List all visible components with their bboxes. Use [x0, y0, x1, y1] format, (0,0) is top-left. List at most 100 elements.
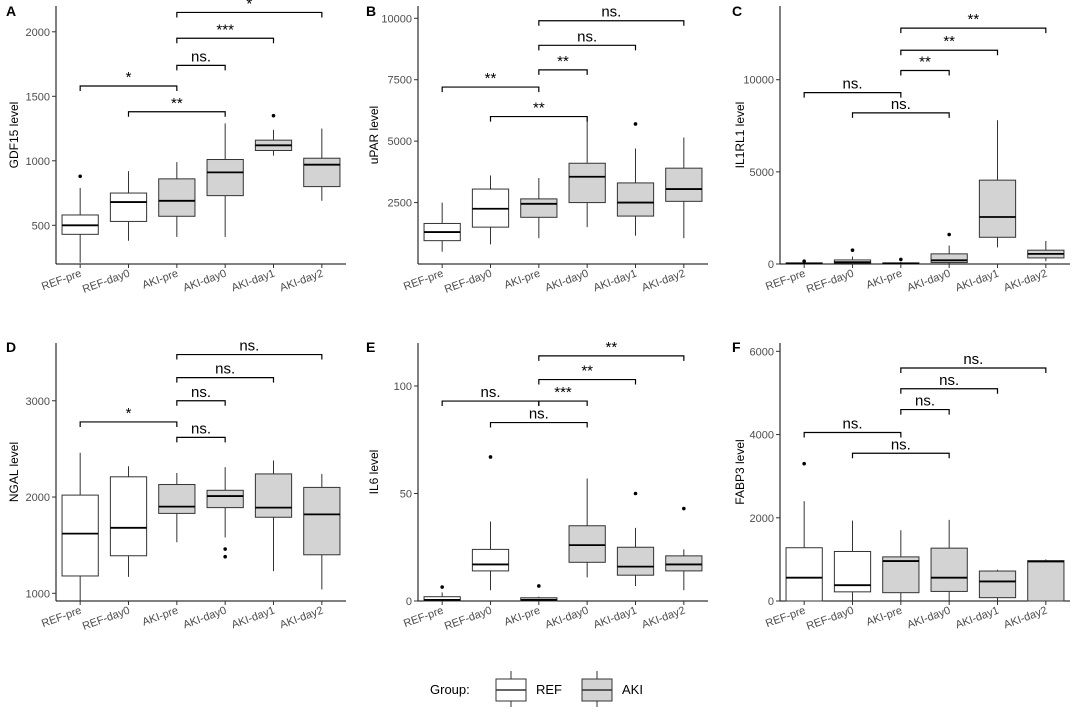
significance-bracket: *	[176, 0, 323, 18]
outlier-point	[947, 232, 951, 237]
y-tick-label: 6000	[750, 346, 774, 358]
x-tick-label: AKI-day0	[182, 268, 229, 295]
box-aki-pre	[520, 584, 558, 602]
y-axis-title: GDF15 level	[7, 102, 21, 169]
bracket-line	[538, 355, 685, 361]
x-tick-label: AKI-day2	[1002, 605, 1049, 632]
box-ref-day0	[833, 520, 872, 601]
significance-bracket: ns.	[441, 384, 540, 407]
iqr-box	[568, 525, 606, 563]
y-tick-label: 4000	[750, 430, 774, 442]
y-tick-label: 500	[32, 220, 50, 232]
box-aki-day0	[568, 478, 606, 578]
box-aki-day0	[206, 467, 244, 559]
box-ref-day0	[833, 248, 872, 264]
x-tick-label: AKI-pre	[141, 268, 180, 292]
iqr-box	[109, 476, 148, 557]
outlier-point	[682, 506, 686, 511]
x-tick-label: AKI-day0	[182, 605, 229, 632]
box-ref-pre	[785, 259, 823, 265]
significance-bracket: ***	[176, 21, 275, 44]
box-aki-day2	[1027, 559, 1065, 602]
y-axis-title: IL6 level	[367, 450, 381, 495]
x-tick-label: REF-day0	[805, 605, 856, 633]
significance-label: ***	[554, 384, 572, 401]
panel-label: B	[366, 3, 376, 19]
significance-label: **	[557, 53, 569, 70]
bracket-line	[176, 11, 323, 18]
box-ref-pre	[785, 461, 823, 602]
y-tick-label: 0	[768, 259, 774, 271]
significance-bracket: **	[900, 33, 999, 56]
iqr-box	[471, 548, 510, 572]
y-tick-label: 5000	[388, 136, 412, 148]
x-tick-label: REF-day0	[805, 268, 856, 296]
significance-bracket: ns.	[176, 384, 226, 406]
significance-bracket: **	[441, 70, 540, 93]
iqr-box	[520, 198, 558, 218]
x-tick-label: AKI-day1	[954, 605, 1001, 632]
x-tick-label: REF-pre	[764, 605, 807, 630]
y-axis-title: FABP3 level	[733, 439, 747, 504]
x-tick-label: REF-day0	[81, 605, 132, 633]
bracket-line	[489, 115, 588, 122]
iqr-box	[254, 473, 293, 518]
iqr-box	[109, 192, 148, 222]
significance-bracket: *	[79, 405, 178, 427]
significance-label: *	[246, 0, 252, 12]
iqr-box	[1027, 560, 1065, 602]
outlier-point	[633, 491, 638, 496]
y-axis-title: uPAR level	[367, 106, 381, 164]
x-tick-label: REF-day0	[81, 268, 132, 296]
y-tick-label: 5000	[750, 167, 774, 179]
bracket-line	[176, 353, 323, 360]
bracket-line	[538, 400, 588, 407]
iqr-box	[882, 556, 920, 594]
x-tick-label: AKI-day0	[906, 605, 953, 632]
legend-key-aki	[581, 671, 613, 707]
significance-bracket: **	[489, 100, 588, 122]
significance-bracket: ns.	[900, 393, 950, 415]
significance-label: ns.	[915, 393, 935, 410]
significance-label: ns.	[577, 28, 597, 45]
y-tick-label: 2000	[26, 27, 50, 39]
x-tick-label: AKI-day1	[592, 605, 639, 632]
bracket-line	[851, 112, 950, 118]
x-tick-label: AKI-day0	[544, 605, 591, 632]
significance-bracket: **	[538, 363, 637, 385]
significance-label: **	[967, 11, 979, 28]
significance-label: **	[581, 363, 593, 380]
significance-label: *	[126, 405, 132, 422]
panel-label: D	[6, 339, 16, 355]
iqr-box	[665, 555, 703, 572]
x-tick-label: AKI-day1	[592, 268, 639, 295]
legend-label-ref: REF	[536, 682, 562, 697]
y-tick-label: 2000	[750, 513, 774, 525]
bracket-line	[538, 69, 588, 75]
x-tick-label: AKI-pre	[503, 605, 542, 629]
box-aki-pre	[882, 257, 920, 265]
significance-label: ns.	[891, 96, 911, 113]
box-aki-pre	[520, 178, 558, 239]
iqr-box	[930, 547, 968, 592]
x-tick-label: AKI-day2	[640, 605, 687, 632]
x-tick-label: REF-pre	[764, 268, 807, 293]
y-tick-label: 1000	[26, 156, 50, 168]
significance-label: **	[171, 95, 183, 112]
iqr-box	[158, 484, 196, 514]
significance-label: ns.	[842, 76, 862, 93]
x-tick-label: AKI-day1	[230, 605, 277, 632]
outlier-point	[271, 113, 276, 118]
bracket-line	[900, 49, 999, 56]
legend: Group: REF AKI	[430, 671, 643, 707]
bracket-line	[441, 400, 540, 407]
y-tick-label: 7500	[388, 75, 412, 87]
box-aki-day1	[978, 569, 1017, 601]
significance-label: ns.	[480, 384, 500, 401]
y-tick-label: 2000	[26, 492, 50, 504]
y-tick-label: 1000	[26, 588, 50, 600]
significance-label: ns.	[529, 406, 549, 423]
